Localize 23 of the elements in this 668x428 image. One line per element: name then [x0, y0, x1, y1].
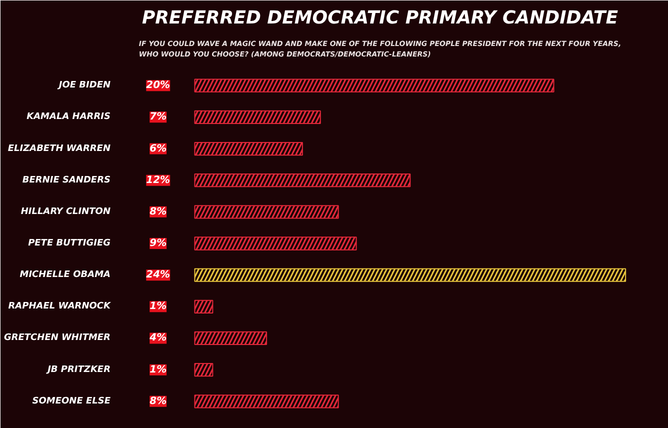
y-tick-label: SOMEONE ELSE: [32, 396, 112, 406]
data-label: 12%: [146, 174, 170, 186]
data-label: 20%: [146, 80, 170, 92]
y-tick-label: HILLARY CLINTON: [20, 206, 111, 217]
y-tick-label: MICHELLE OBAMA: [20, 270, 111, 280]
data-label: 6%: [150, 143, 167, 154]
y-tick-label: RAPHAEL WARNOCK: [8, 302, 112, 312]
y-tick-label: PETE BUTTIGIEG: [28, 238, 110, 248]
y-tick-label: JOE BIDEN: [56, 80, 111, 91]
data-label: 8%: [150, 396, 167, 407]
data-label: 1%: [150, 364, 167, 376]
y-tick-label: KAMALA HARRIS: [26, 112, 111, 122]
y-tick-label: JB PRITZKER: [46, 364, 111, 375]
data-label: 24%: [146, 270, 170, 281]
data-label: 4%: [148, 332, 167, 344]
data-label: 1%: [150, 301, 167, 312]
y-tick-label: BERNIE SANDERS: [22, 175, 111, 186]
data-label: 8%: [150, 206, 167, 218]
chart-title: PREFERRED DEMOCRATIC PRIMARY CANDIDATE: [142, 8, 619, 28]
data-label: 9%: [150, 238, 167, 249]
y-tick-label: GRETCHEN WHITMER: [4, 333, 111, 344]
data-label: 7%: [150, 112, 167, 123]
y-tick-label: ELIZABETH WARREN: [8, 144, 111, 154]
